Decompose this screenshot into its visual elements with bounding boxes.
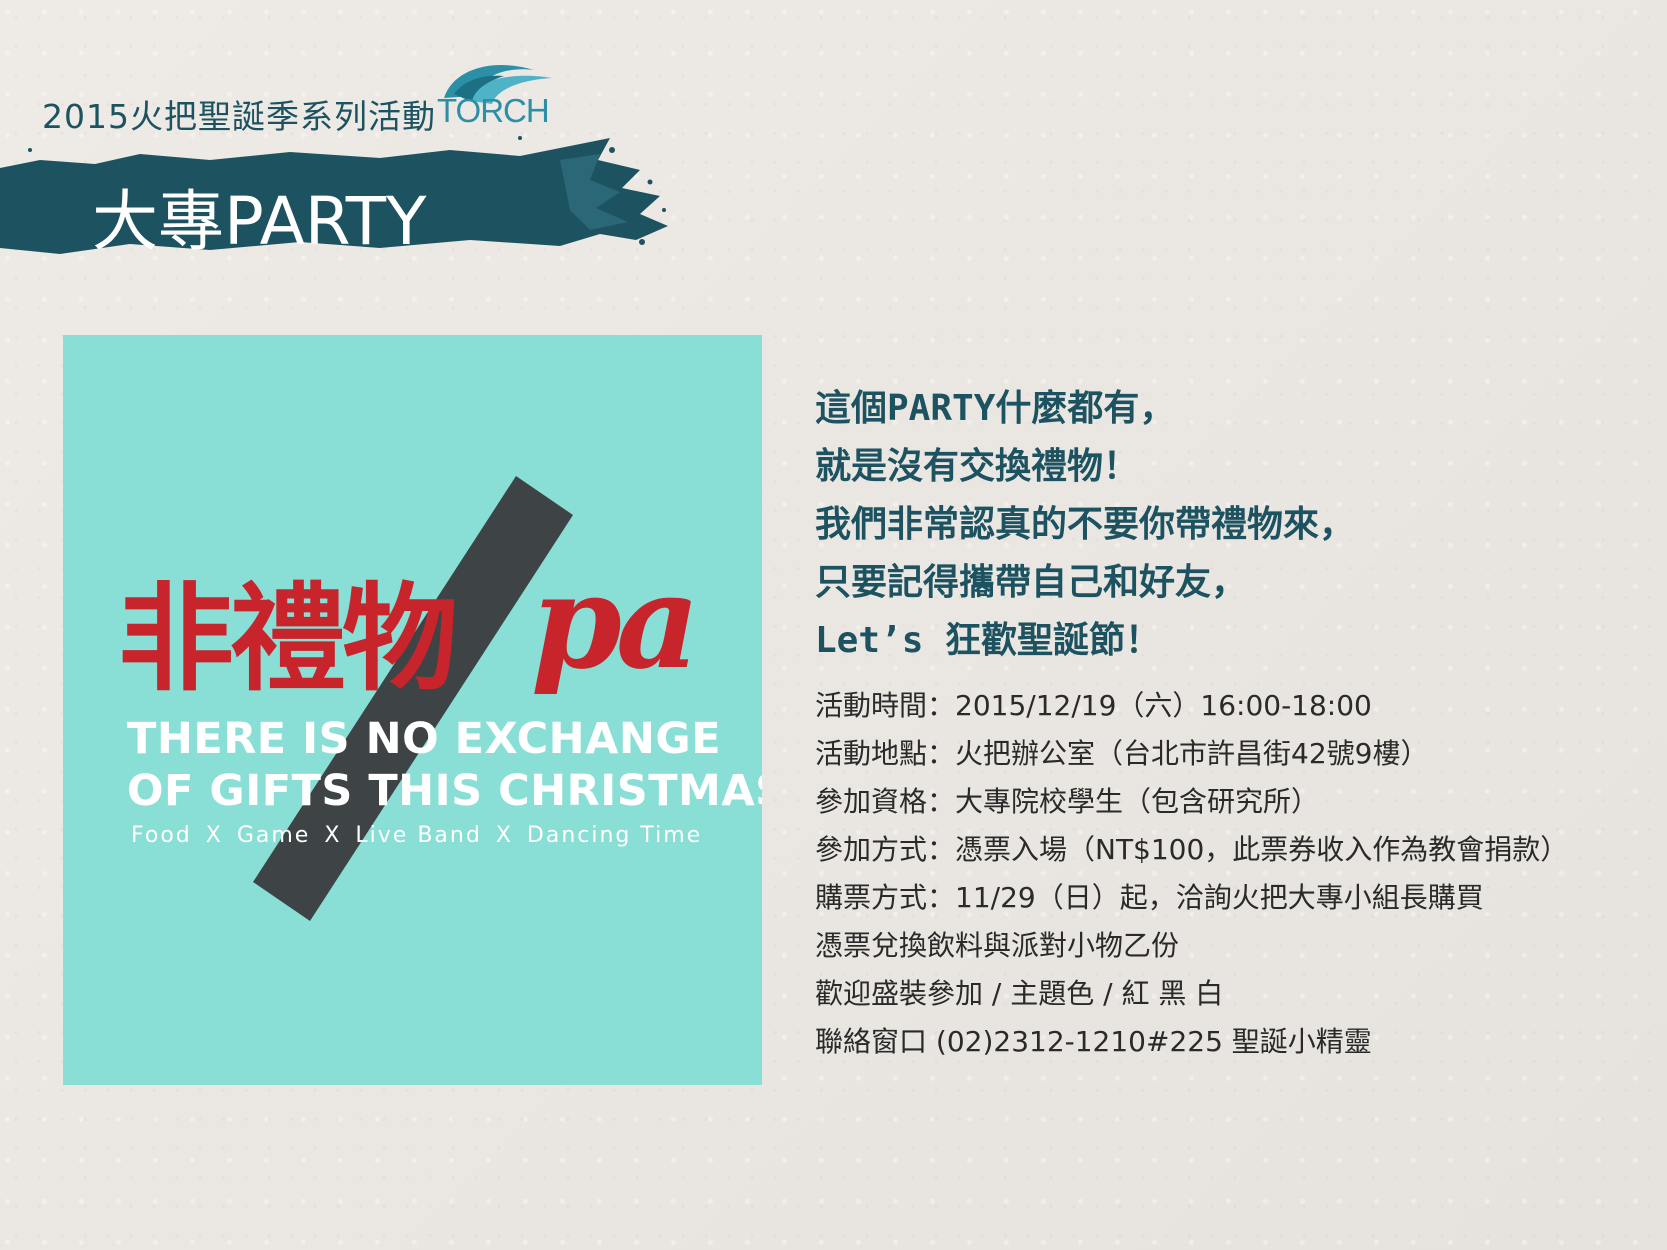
poster-subtitle-line-1: THERE IS NO EXCHANGE [127,714,722,764]
torch-logo-text: TORCH [437,92,550,129]
detail-dress-code: 歡迎盛裝參加 / 主題色 / 紅 黑 白 [815,977,1224,1010]
tag-food: Food [131,823,192,848]
poster-title-chinese: 非禮物 [118,572,458,707]
headline-line: 這個PARTY什麼都有， [815,388,1176,429]
headline-line: 我們非常認真的不要你帶禮物來， [815,504,1356,545]
detail-location: 活動地點：火把辦公室（台北市許昌街42號9樓） [815,737,1429,770]
brush-stroke-banner [0,136,668,254]
tag-separator: X [205,823,223,848]
detail-eligibility: 參加資格：大專院校學生（包含研究所） [815,785,1320,818]
series-title: 2015火把聖誕季系列活動 [42,97,436,136]
detail-contact: 聯絡窗口 (02)2312-1210#225 聖誕小精靈 [815,1025,1372,1058]
event-details: 活動時間：2015/12/19（六）16:00-18:00 活動地點：火把辦公室… [815,682,1568,1066]
poster-subtitle: THERE IS NO EXCHANGE OF GIFTS THIS CHRIS… [127,713,762,817]
tag-game: Game [236,823,311,848]
torch-flame-icon [444,65,552,104]
headline-line: 只要記得攜帶自己和好友， [815,562,1248,603]
tag-live-band: Live Band [355,823,482,848]
headline-line: Let’s 狂歡聖誕節！ [815,620,1162,661]
tag-separator: X [495,823,513,848]
headline-text: 這個PARTY什麼都有， 就是沒有交換禮物！ 我們非常認真的不要你帶禮物來， 只… [815,380,1355,670]
detail-time: 活動時間：2015/12/19（六）16:00-18:00 [815,689,1372,722]
detail-admission: 參加方式：憑票入場（NT$100，此票券收入作為教會捐款） [815,833,1569,866]
poster-title-pa: pa [531,545,700,698]
poster-tagline: Food X Game X Live Band X Dancing Time [131,823,702,848]
event-title: 大專PARTY [92,183,427,260]
slash-graphic [253,476,573,921]
headline-line: 就是沒有交換禮物！ [815,446,1140,487]
detail-ticket-redeem: 憑票兌換飲料與派對小物乙份 [815,929,1180,962]
tag-separator: X [324,823,342,848]
detail-ticket-purchase: 購票方式：11/29（日）起，洽詢火把大專小組長購買 [815,881,1484,914]
tag-dancing-time: Dancing Time [526,823,703,848]
poster-subtitle-line-2: OF GIFTS THIS CHRISTMAS. [127,766,762,816]
event-poster: 非禮物 pa THERE IS NO EXCHANGE OF GIFTS THI… [63,335,762,1085]
